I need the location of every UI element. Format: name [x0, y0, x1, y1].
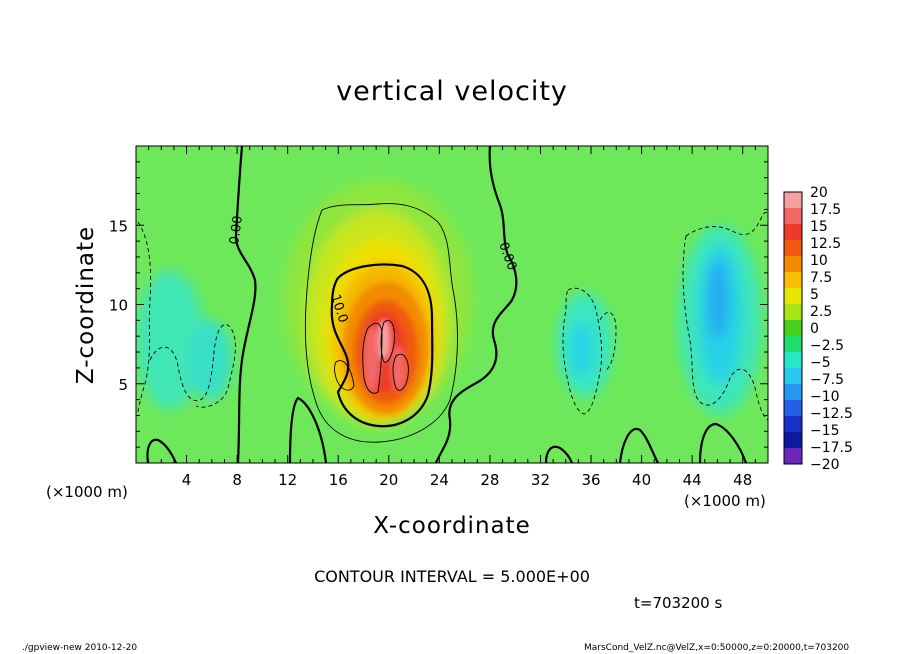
colorbar-level-label: −7.5	[810, 372, 844, 388]
negative-contours	[137, 211, 768, 421]
downdraft-mid-core	[570, 322, 594, 378]
colorbar-swatch	[784, 384, 802, 401]
zero-contour-bump-2	[146, 438, 178, 463]
x-tick-label: 12	[278, 471, 297, 489]
x-tick-label: 40	[632, 471, 651, 489]
colorbar-swatch	[784, 272, 802, 289]
updraft-core-right	[391, 346, 405, 390]
neg-contour-right-top	[685, 211, 768, 237]
contour-interval-note: CONTOUR INTERVAL = 5.000E+00	[314, 567, 590, 586]
colorbar-swatch	[784, 416, 802, 433]
colorbar-swatch	[784, 256, 802, 273]
downdraft-right-core	[708, 260, 728, 340]
time-label: t=703200 s	[634, 594, 723, 612]
colorbar-level-label: −17.5	[810, 440, 853, 456]
neg-contour-left-edge	[137, 221, 152, 413]
contour-15-c	[392, 353, 409, 391]
contour-15-d	[334, 360, 355, 391]
colorbar-level-label: 0	[810, 321, 819, 337]
x-tick-label: 28	[480, 471, 499, 489]
colorbar-level-label: 12.5	[810, 236, 841, 252]
zero-contour-right	[434, 146, 518, 463]
axis-ticks	[136, 146, 768, 463]
x-tick-label: 16	[329, 471, 348, 489]
heatmap-field: 0.00 0.00 10.0	[136, 146, 768, 463]
colorbar-swatch	[784, 352, 802, 369]
contour-lines	[137, 146, 768, 463]
x-tick-label: 32	[531, 471, 550, 489]
colorbar-level-label: −2.5	[810, 338, 844, 354]
neg-contour-left	[149, 323, 236, 408]
colorbar-swatch	[784, 240, 802, 257]
y-tick-label: 5	[118, 376, 128, 394]
x-axis-label: X-coordinate	[373, 513, 531, 539]
neg-contour-mid	[562, 287, 603, 415]
zero-contour-bump-3	[544, 445, 574, 463]
colorbar-swatch	[784, 224, 802, 241]
colorbar-level-label: −15	[810, 423, 840, 439]
colorbar-swatch	[784, 320, 802, 337]
updraft-core-left	[364, 326, 380, 390]
zero-contour-bump-4	[618, 427, 659, 463]
x-unit-label-right: (×1000 m)	[684, 492, 766, 510]
colorbar-level-label: −12.5	[810, 406, 853, 422]
colorbar-swatch	[784, 304, 802, 321]
colorbar-swatch	[784, 208, 802, 225]
x-tick-label: 4	[182, 471, 192, 489]
contour-15-a	[362, 322, 383, 394]
x-tick-label: 36	[581, 471, 600, 489]
contour-label-zero-left: 0.00	[227, 215, 246, 246]
contour-10	[330, 263, 434, 428]
contour-5	[304, 203, 458, 443]
zero-contour-left	[234, 146, 257, 463]
x-tick-label: 44	[683, 471, 702, 489]
colorbar-level-label: 15	[810, 219, 828, 235]
downdraft-left-inner	[188, 320, 232, 400]
colorbar-labels: 2017.51512.5107.552.50−2.5−5−7.5−10−12.5…	[810, 185, 853, 473]
footer-left: ./gpview-new 2010-12-20	[22, 643, 138, 653]
colorbar-level-label: −20	[810, 457, 840, 473]
colorbar-swatch	[784, 192, 802, 209]
colorbar-swatch	[784, 368, 802, 385]
colorbar-swatch	[784, 400, 802, 417]
y-tick-label: 15	[109, 217, 128, 235]
chart-title: vertical velocity	[336, 76, 568, 107]
colorbar-level-label: 10	[810, 253, 828, 269]
downdraft-left-outer	[136, 270, 204, 410]
colorbar-level-label: 2.5	[810, 304, 832, 320]
footer-right: MarsCond_VelZ.nc@VelZ,x=0:50000,z=0:2000…	[584, 643, 850, 653]
colorbar-level-label: −10	[810, 389, 840, 405]
y-axis-label: Z-coordinate	[73, 225, 99, 385]
y-tick-label: 10	[109, 297, 128, 315]
zero-contour-bump-1	[288, 396, 328, 463]
zero-contour-bump-5	[698, 422, 748, 463]
x-unit-label-left: (×1000 m)	[46, 483, 128, 501]
colorbar-level-label: 5	[810, 287, 819, 303]
colorbar-level-label: 20	[810, 185, 828, 201]
neg-contour-right	[682, 235, 768, 421]
colorbar-swatch	[784, 448, 802, 465]
x-tick-label: 20	[379, 471, 398, 489]
colorbar-level-label: 17.5	[810, 202, 841, 218]
colorbar-frame	[783, 191, 803, 465]
contour-15-b	[380, 320, 395, 363]
colorbar-swatch	[784, 336, 802, 353]
neg-contour-mid-b	[599, 311, 617, 371]
colorbar-level-label: 7.5	[810, 270, 832, 286]
x-tick-label: 8	[232, 471, 242, 489]
colorbar-level-label: −5	[810, 355, 831, 371]
x-tick-label: 24	[430, 471, 449, 489]
colorbar-swatch	[784, 288, 802, 305]
colorbar-swatch	[784, 432, 802, 449]
colorbar	[783, 191, 803, 465]
x-tick-label: 48	[733, 471, 752, 489]
